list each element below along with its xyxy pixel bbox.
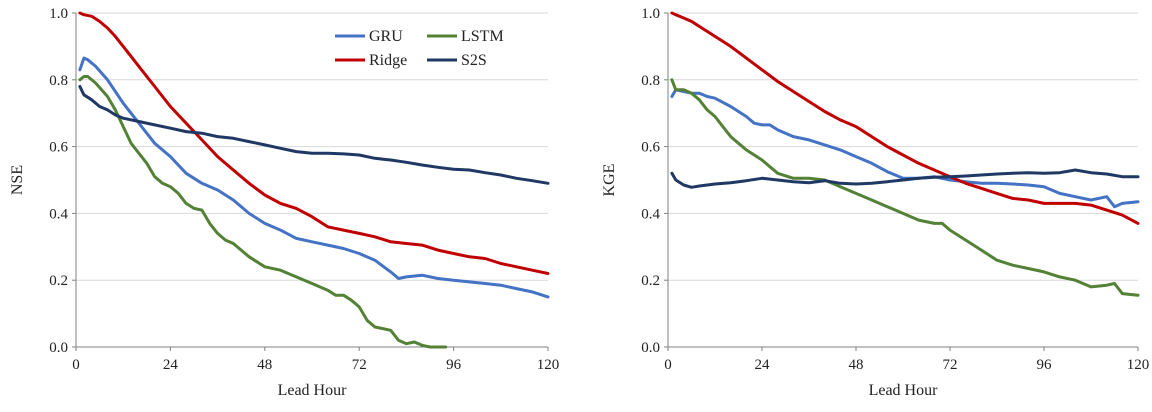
nse-x-tick-label: 120 xyxy=(537,357,560,373)
nse-series-gru-line xyxy=(78,56,550,299)
nse-gridlines xyxy=(76,12,548,281)
kge-series xyxy=(670,11,1140,297)
kge-series-gru-line xyxy=(670,88,1140,209)
legend-label-gru: GRU xyxy=(369,28,403,45)
kge-panel: 0.0 0.2 0.4 0.6 0.8 1.0 0 24 48 72 96 120 Lead Hour… xyxy=(601,6,1149,399)
kge-series-s2s-line xyxy=(670,168,1140,189)
kge-series-lstm-line xyxy=(670,78,1140,297)
nse-tick-labels: 0.0 0.2 0.4 0.6 0.8 1.0 0 24 48 72 96 120 xyxy=(49,6,559,373)
kge-x-tick-label: 0 xyxy=(664,357,672,373)
kge-y-tick-label: 1.0 xyxy=(641,6,660,22)
kge-y-tick-label: 0.4 xyxy=(641,206,660,222)
nse-x-tick-label: 0 xyxy=(72,357,80,373)
nse-y-tick-label: 0.0 xyxy=(49,340,68,356)
legend-label-ridge: Ridge xyxy=(369,52,407,69)
kge-gridlines xyxy=(668,12,1138,281)
kge-x-tick-label: 120 xyxy=(1127,357,1150,373)
nse-y-tick-label: 0.2 xyxy=(49,273,68,289)
kge-series-ridge-line xyxy=(670,11,1140,225)
nse-series-s2s-line xyxy=(78,85,550,185)
kge-x-tick-label: 96 xyxy=(1037,357,1053,373)
kge-tick-labels: 0.0 0.2 0.4 0.6 0.8 1.0 0 24 48 72 96 120 xyxy=(641,6,1149,373)
kge-x-axis-label: Lead Hour xyxy=(869,382,939,399)
kge-x-tick-label: 48 xyxy=(849,357,864,373)
nse-axes xyxy=(72,12,549,351)
kge-y-tick-label: 0.6 xyxy=(641,140,660,156)
kge-x-tick-label: 24 xyxy=(755,357,771,373)
legend-label-lstm: LSTM xyxy=(461,28,504,45)
kge-axes xyxy=(664,12,1139,351)
nse-y-tick-label: 0.8 xyxy=(49,73,68,89)
nse-series-ridge-line xyxy=(78,11,550,275)
legend: GRU LSTM Ridge S2S xyxy=(335,28,504,69)
legend-label-s2s: S2S xyxy=(461,52,487,69)
nse-x-axis-label: Lead Hour xyxy=(278,382,348,399)
nse-x-tick-label: 48 xyxy=(257,357,272,373)
nse-x-tick-label: 24 xyxy=(163,357,179,373)
kge-y-tick-label: 0.8 xyxy=(641,73,660,89)
nse-series xyxy=(78,11,550,349)
kge-y-tick-label: 0.2 xyxy=(641,273,660,289)
nse-x-tick-label: 96 xyxy=(446,357,462,373)
nse-x-tick-label: 72 xyxy=(352,357,367,373)
nse-series-lstm-line xyxy=(78,75,448,349)
nse-y-tick-label: 1.0 xyxy=(49,6,68,22)
nse-panel: 0.0 0.2 0.4 0.6 0.8 1.0 0 24 48 72 96 120 Lead Hour… xyxy=(9,6,559,399)
kge-y-axis-label: KGE xyxy=(601,164,618,197)
nse-y-tick-label: 0.4 xyxy=(49,206,68,222)
nse-y-axis-label: NSE xyxy=(9,165,26,195)
kge-x-tick-label: 72 xyxy=(943,357,958,373)
kge-y-tick-label: 0.0 xyxy=(641,340,660,356)
nse-y-tick-label: 0.6 xyxy=(49,140,68,156)
